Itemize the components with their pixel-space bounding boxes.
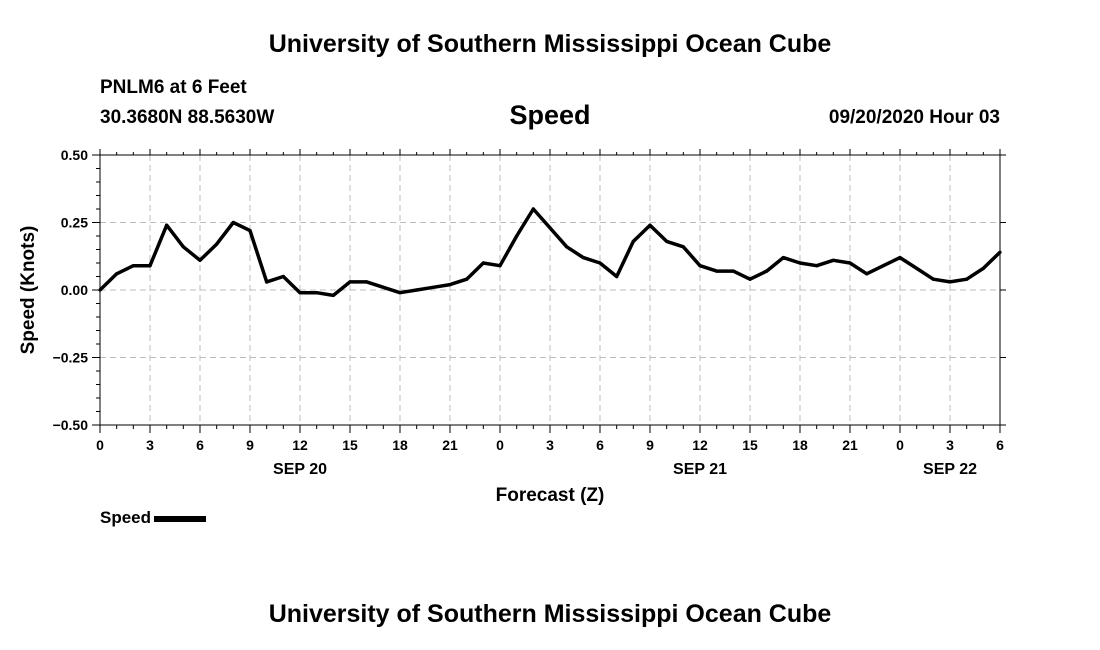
- data-point: [348, 280, 352, 284]
- x-tick-label: 3: [146, 437, 154, 453]
- data-point: [415, 288, 419, 292]
- data-point: [948, 280, 952, 284]
- x-tick-label: 21: [842, 437, 858, 453]
- data-point: [581, 256, 585, 260]
- x-tick-label: 0: [496, 437, 504, 453]
- data-point: [998, 250, 1002, 254]
- data-point: [315, 291, 319, 295]
- y-tick-label: −0.25: [53, 350, 89, 366]
- data-point: [331, 293, 335, 297]
- x-tick-label: 12: [292, 437, 308, 453]
- data-point: [765, 269, 769, 273]
- x-tick-label: 3: [546, 437, 554, 453]
- data-point: [865, 272, 869, 276]
- data-point: [381, 285, 385, 289]
- data-point: [931, 277, 935, 281]
- data-point: [748, 277, 752, 281]
- variable-heading: Speed: [509, 100, 591, 130]
- data-point: [181, 245, 185, 249]
- x-tick-label: 15: [742, 437, 758, 453]
- data-point: [565, 245, 569, 249]
- x-tick-label: 0: [96, 437, 104, 453]
- x-tick-label: 9: [246, 437, 254, 453]
- data-point: [265, 280, 269, 284]
- data-point: [731, 269, 735, 273]
- data-point: [831, 258, 835, 262]
- data-point: [798, 261, 802, 265]
- legend-label: Speed: [100, 508, 152, 527]
- data-point: [848, 261, 852, 265]
- x-date-label: SEP 22: [923, 461, 977, 478]
- data-point: [698, 264, 702, 268]
- data-point: [465, 277, 469, 281]
- x-tick-label: 21: [442, 437, 458, 453]
- station-label: PNLM6 at 6 Feet: [100, 77, 247, 98]
- data-point: [148, 264, 152, 268]
- x-tick-label: 18: [392, 437, 408, 453]
- data-point: [248, 229, 252, 233]
- y-tick-label: −0.50: [53, 417, 89, 433]
- data-point: [231, 220, 235, 225]
- data-point: [648, 223, 652, 227]
- x-axis-title: Forecast (Z): [496, 485, 605, 506]
- data-point: [298, 291, 302, 295]
- y-axis-title: Speed (Knots): [18, 226, 39, 355]
- data-point: [165, 223, 169, 227]
- legend: Speed: [100, 508, 207, 528]
- data-point: [965, 277, 969, 281]
- data-point: [448, 283, 452, 287]
- data-point: [548, 226, 552, 230]
- data-point: [715, 269, 719, 273]
- data-point: [981, 266, 985, 270]
- data-point: [665, 239, 669, 243]
- x-date-label: SEP 21: [673, 461, 727, 478]
- x-tick-label: 12: [692, 437, 708, 453]
- data-point: [531, 207, 535, 211]
- x-tick-label: 3: [946, 437, 954, 453]
- datetime-label: 09/20/2020 Hour 03: [828, 107, 1000, 128]
- y-tick-label: 0.00: [61, 282, 88, 298]
- data-point: [598, 261, 602, 265]
- y-tick-label: 0.50: [61, 147, 88, 163]
- data-point: [898, 256, 902, 260]
- x-tick-label: 18: [792, 437, 808, 453]
- data-point: [98, 288, 102, 292]
- x-tick-label: 6: [996, 437, 1004, 453]
- data-point: [281, 274, 285, 279]
- x-tick-label: 0: [896, 437, 904, 453]
- data-point: [365, 280, 369, 284]
- x-tick-label: 6: [196, 437, 204, 453]
- data-point: [631, 239, 635, 243]
- x-tick-label: 15: [342, 437, 358, 453]
- data-point: [431, 285, 435, 289]
- x-date-label: SEP 20: [273, 461, 327, 478]
- chart-title-top: University of Southern Mississippi Ocean…: [268, 30, 832, 58]
- data-point: [881, 264, 885, 268]
- chart-title-bottom: University of Southern Mississippi Ocean…: [268, 600, 832, 628]
- legend-line-swatch: [154, 515, 207, 522]
- x-tick-label: 9: [646, 437, 654, 453]
- data-point: [915, 266, 919, 270]
- data-point: [515, 234, 519, 238]
- data-point: [781, 256, 785, 260]
- series-line-speed: [98, 207, 1002, 298]
- data-point: [198, 258, 202, 262]
- y-tick-label: 0.25: [61, 215, 88, 231]
- data-point: [215, 242, 219, 246]
- data-point: [398, 291, 402, 295]
- data-point: [815, 264, 819, 268]
- data-point: [115, 272, 119, 276]
- data-point: [615, 274, 619, 279]
- data-point: [498, 264, 502, 268]
- data-point: [681, 245, 685, 249]
- x-tick-label: 6: [596, 437, 604, 453]
- data-point: [481, 261, 485, 265]
- location-label: 30.3680N 88.5630W: [100, 107, 275, 128]
- data-point: [131, 264, 135, 268]
